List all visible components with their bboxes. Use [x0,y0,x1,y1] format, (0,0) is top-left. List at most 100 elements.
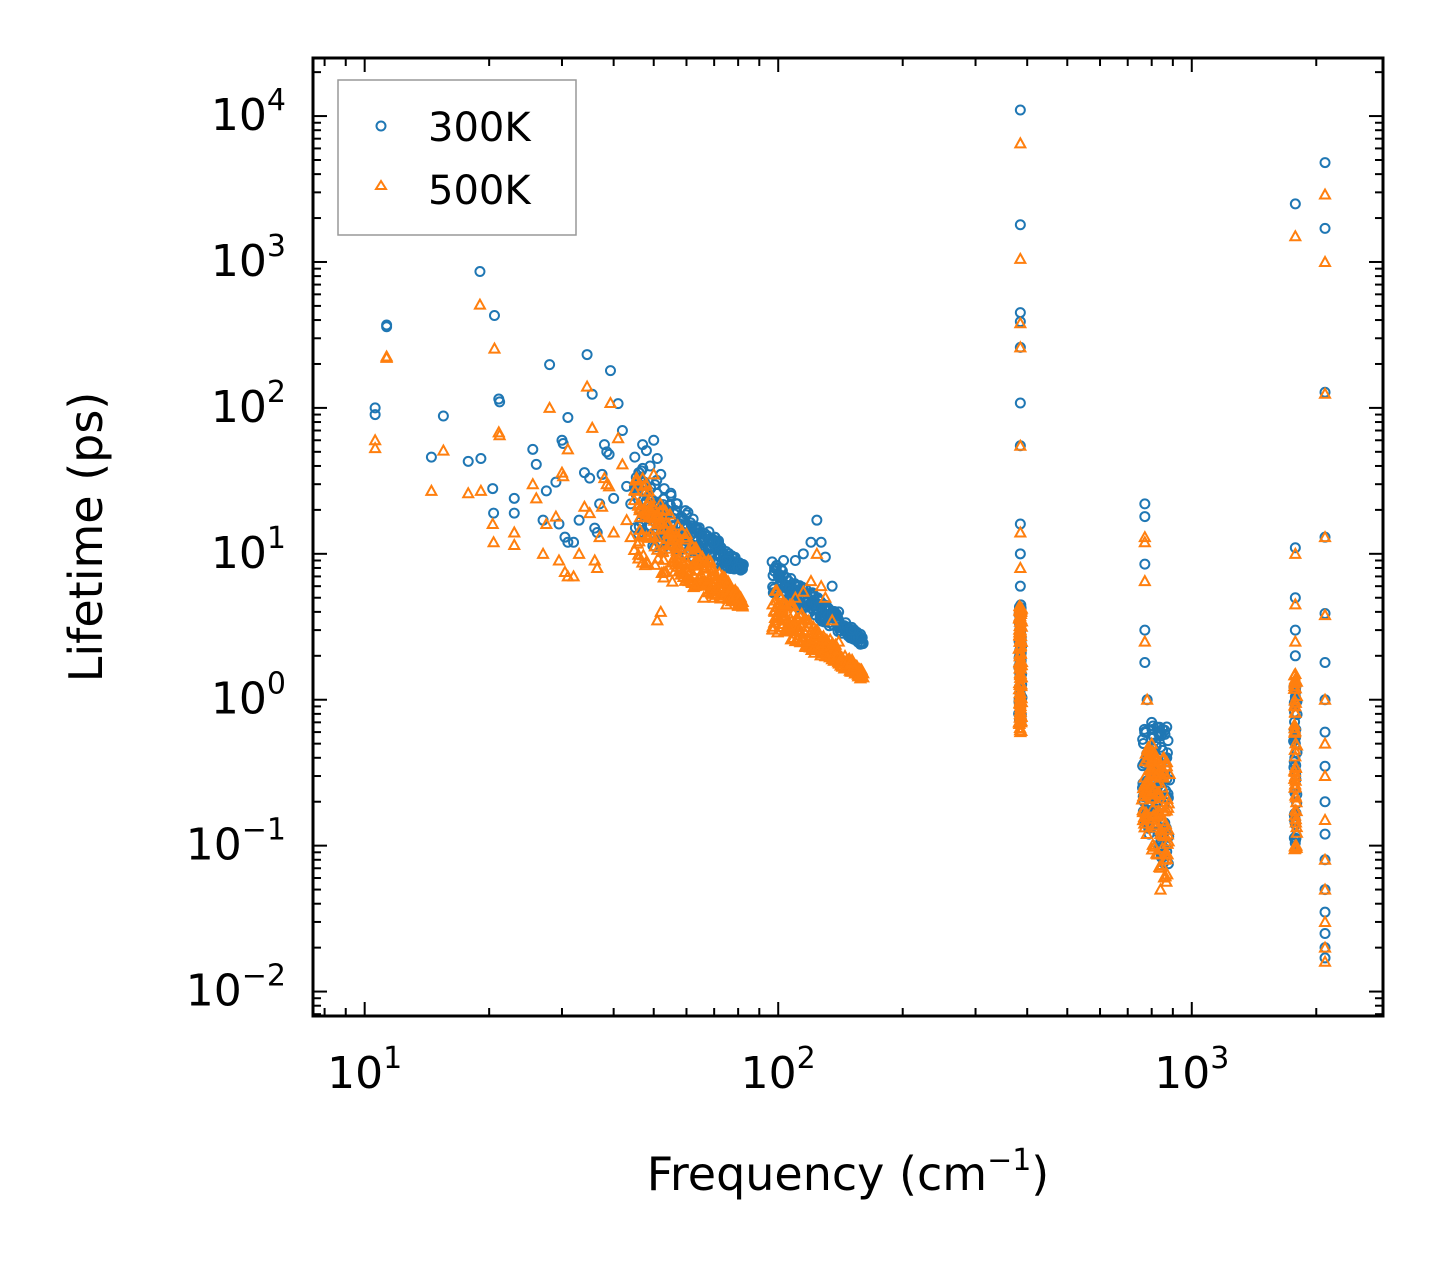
point-500k [650,613,664,626]
point-500k [641,556,655,569]
point-500k [1144,736,1159,749]
point-500k [1161,800,1175,813]
point-500k [1014,629,1028,642]
point-500k [1153,788,1167,801]
point-300k [1139,558,1151,570]
point-300k [665,487,677,499]
point-500k [1013,725,1028,738]
point-500k [1140,692,1154,705]
point-300k [527,443,539,455]
point-500k [1288,768,1303,782]
point-500k [549,509,563,522]
point-500k [1288,838,1303,851]
point-300k [1014,397,1026,409]
point-500k [1288,749,1302,762]
point-500k [627,542,641,555]
point-500k [767,615,781,628]
y-tick-label: 100 [211,667,286,725]
point-300k [651,452,663,464]
point-300k [1289,542,1301,554]
point-500k [1013,438,1028,451]
y-tick-label: 10−2 [186,959,286,1017]
point-300k [584,472,596,484]
point-300k [1319,222,1331,234]
y-tick-label: 102 [211,375,286,433]
point-500k [1290,738,1304,751]
point-300k [772,570,784,582]
point-500k [552,553,566,566]
point-300k [1289,837,1301,849]
point-500k [536,546,550,559]
point-500k [1149,820,1163,833]
point-500k [781,618,796,632]
point-500k [810,546,824,559]
point-500k [655,502,670,515]
point-300k [778,554,790,566]
point-300k [671,498,683,510]
y-axis-label: Lifetime (ps) [59,392,113,683]
point-300k [581,349,593,361]
point-300k [573,514,585,526]
point-300k [1319,927,1331,939]
point-300k [805,536,817,548]
point-300k [1014,580,1026,592]
point-300k [1139,498,1151,510]
point-300k [1289,650,1301,662]
point-500k [1138,574,1152,587]
point-300k [1289,592,1301,604]
point-500k [635,471,650,484]
point-300k [644,460,656,472]
point-500k [1014,661,1028,674]
point-500k [566,569,581,582]
point-500k [802,613,816,626]
point-500k [1318,852,1332,865]
point-500k [1318,254,1332,267]
point-500k [814,579,828,592]
point-500k [1160,754,1174,768]
point-500k [1013,666,1028,680]
point-500k [474,483,488,496]
point-300k [487,483,499,495]
point-500k [595,499,609,512]
point-500k [486,535,501,548]
point-500k [606,525,621,538]
legend-box [337,79,577,236]
point-300k [608,492,620,504]
point-500k [585,420,599,433]
point-500k [592,530,607,543]
point-300k [601,446,613,458]
point-500k [542,400,557,413]
data-points [368,104,1332,967]
point-500k [1318,530,1332,543]
point-500k [825,613,839,626]
point-500k [529,491,543,504]
point-500k [1289,820,1304,833]
point-500k [1138,535,1152,548]
point-300k [1139,511,1151,523]
point-500k [379,350,394,363]
point-500k [721,575,735,588]
point-300k [562,411,574,423]
point-500k [1160,759,1174,772]
point-500k [1146,801,1160,814]
point-500k [611,431,625,444]
point-500k [1318,914,1332,927]
point-500k [619,513,634,526]
point-300k [648,434,660,446]
point-500k [561,442,575,455]
x-tick-label: 102 [741,1041,816,1099]
point-300k [540,485,552,497]
point-500k [1289,695,1303,708]
point-500k [539,516,554,530]
point-500k [1155,780,1170,793]
point-500k [627,493,641,506]
point-300k [474,266,486,278]
point-300k [708,536,720,548]
point-500k [659,564,673,577]
point-300k [826,580,838,592]
point-500k [473,297,487,310]
point-500k [1015,614,1029,627]
legend-label-300k: 300K [428,105,532,151]
point-500k [651,551,665,564]
